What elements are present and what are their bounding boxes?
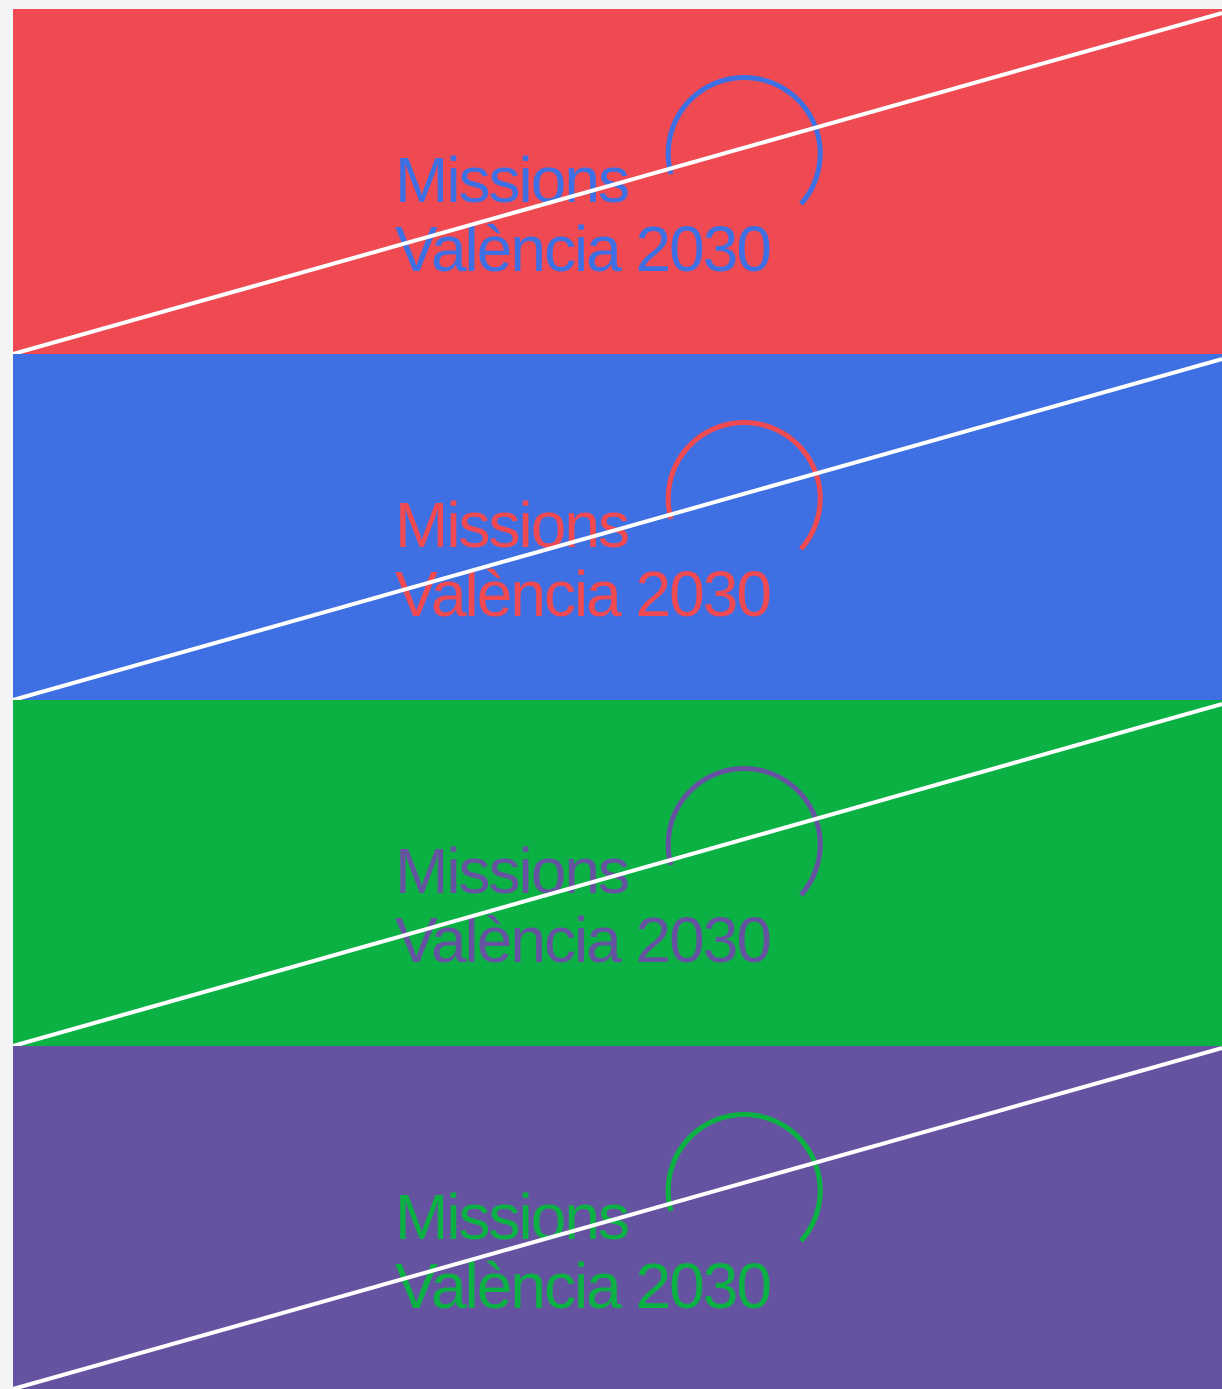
- logo-arc-icon: [665, 420, 823, 551]
- diagonal-divider: [13, 702, 1222, 1046]
- logo-panel-blue: Missions València 2030: [13, 354, 1222, 700]
- logo-line-1: Missions: [395, 835, 630, 907]
- logo-arc-icon: [665, 75, 823, 206]
- logo-panel-red: Missions València 2030: [13, 9, 1222, 354]
- missions-valencia-logo: Missions València 2030: [395, 1112, 855, 1324]
- logo-line-1: Missions: [395, 144, 630, 216]
- logo-panel-purple: Missions València 2030: [13, 1046, 1222, 1389]
- diagonal-divider: [13, 357, 1222, 700]
- logo-line-1: Missions: [395, 489, 630, 561]
- diagonal-divider: [13, 11, 1222, 354]
- logo-panel-green: Missions València 2030: [13, 700, 1222, 1046]
- logo-arc-icon: [665, 1112, 823, 1243]
- logo-line-1: Missions: [395, 1181, 630, 1253]
- logo-arc-icon: [665, 766, 823, 897]
- diagonal-divider: [13, 1046, 1222, 1389]
